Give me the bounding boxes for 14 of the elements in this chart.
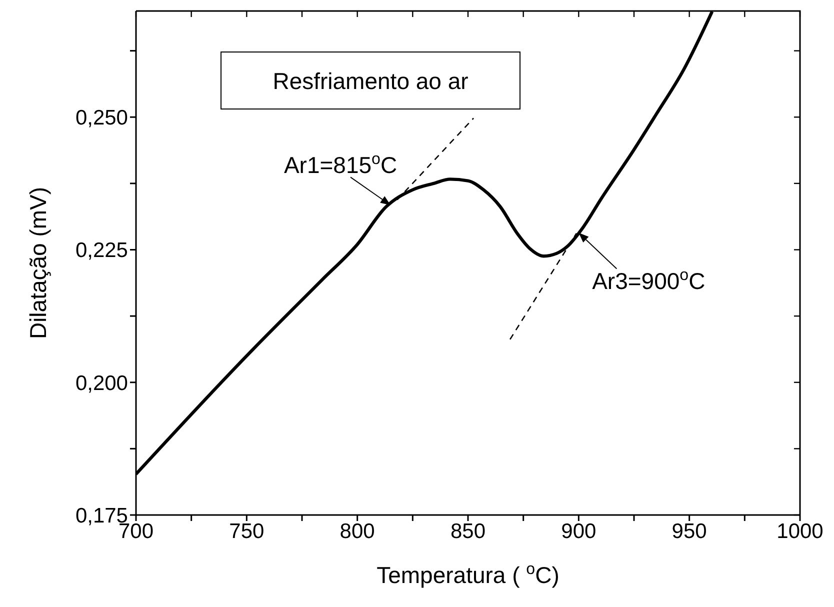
x-tick-label: 850 xyxy=(450,520,486,543)
y-tick-label: 0,250 xyxy=(75,106,128,130)
y-tick-label: 0,200 xyxy=(75,372,128,395)
annotation: Ar1=815$^{o}$C xyxy=(284,150,398,178)
y-axis-title: Dilatação (mV) xyxy=(25,186,51,340)
y-tick-label: 0,225 xyxy=(75,239,128,262)
annotation: Ar3=900$^{o}$C xyxy=(592,266,706,294)
annotation: Resfriamento ao ar xyxy=(272,68,469,94)
x-tick-label: 800 xyxy=(340,520,375,543)
x-tick-label: 1000 xyxy=(776,520,824,543)
x-tick-label: 750 xyxy=(229,520,264,543)
x-tick-label: 900 xyxy=(561,520,596,543)
x-tick-label: 950 xyxy=(672,520,707,543)
x-axis-title: Temperatura ( $^{o}$C) xyxy=(376,560,560,588)
